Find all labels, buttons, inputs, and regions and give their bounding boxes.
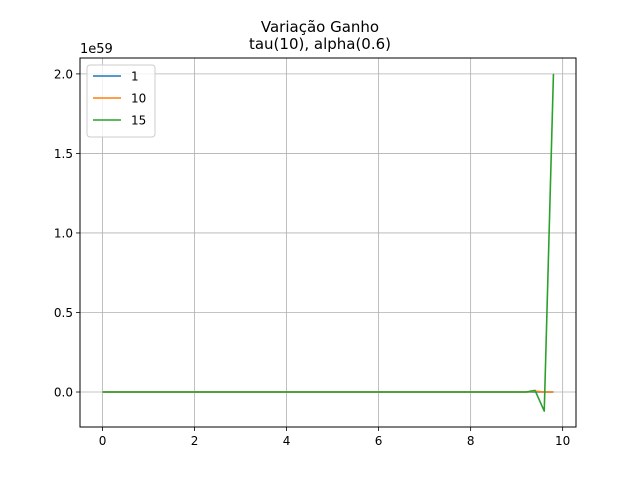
- y-tick-label: 0.5: [54, 306, 73, 320]
- series-line-15: [102, 73, 555, 412]
- x-tick-label: 4: [283, 434, 291, 448]
- y-tick-label: 2.0: [54, 67, 73, 81]
- legend: 1 10 15: [86, 64, 156, 138]
- y-tick-label: 1.0: [54, 226, 73, 240]
- y-exponent-label: 1e59: [80, 42, 113, 57]
- x-tick-label: 10: [555, 434, 570, 448]
- legend-label-10: 10: [131, 92, 146, 106]
- chart-title: Variação Ganho: [261, 18, 379, 36]
- legend-label-15: 15: [131, 114, 146, 128]
- legend-label-1: 1: [131, 70, 139, 84]
- x-tick-label: 8: [467, 434, 475, 448]
- y-tick-label: 0.0: [54, 386, 73, 400]
- axis-ticks: 0 2 4 6 8 10 0.0 0.5 1.0 1.5 2.0: [54, 67, 570, 448]
- y-tick-label: 1.5: [54, 147, 73, 161]
- grid: [80, 58, 576, 427]
- x-tick-label: 6: [375, 434, 383, 448]
- chart-subtitle: tau(10), alpha(0.6): [249, 35, 391, 53]
- legend-box: [86, 64, 156, 138]
- x-tick-label: 0: [99, 434, 107, 448]
- series-group: [102, 73, 555, 412]
- plot-frame: [79, 57, 577, 428]
- x-tick-label: 2: [191, 434, 199, 448]
